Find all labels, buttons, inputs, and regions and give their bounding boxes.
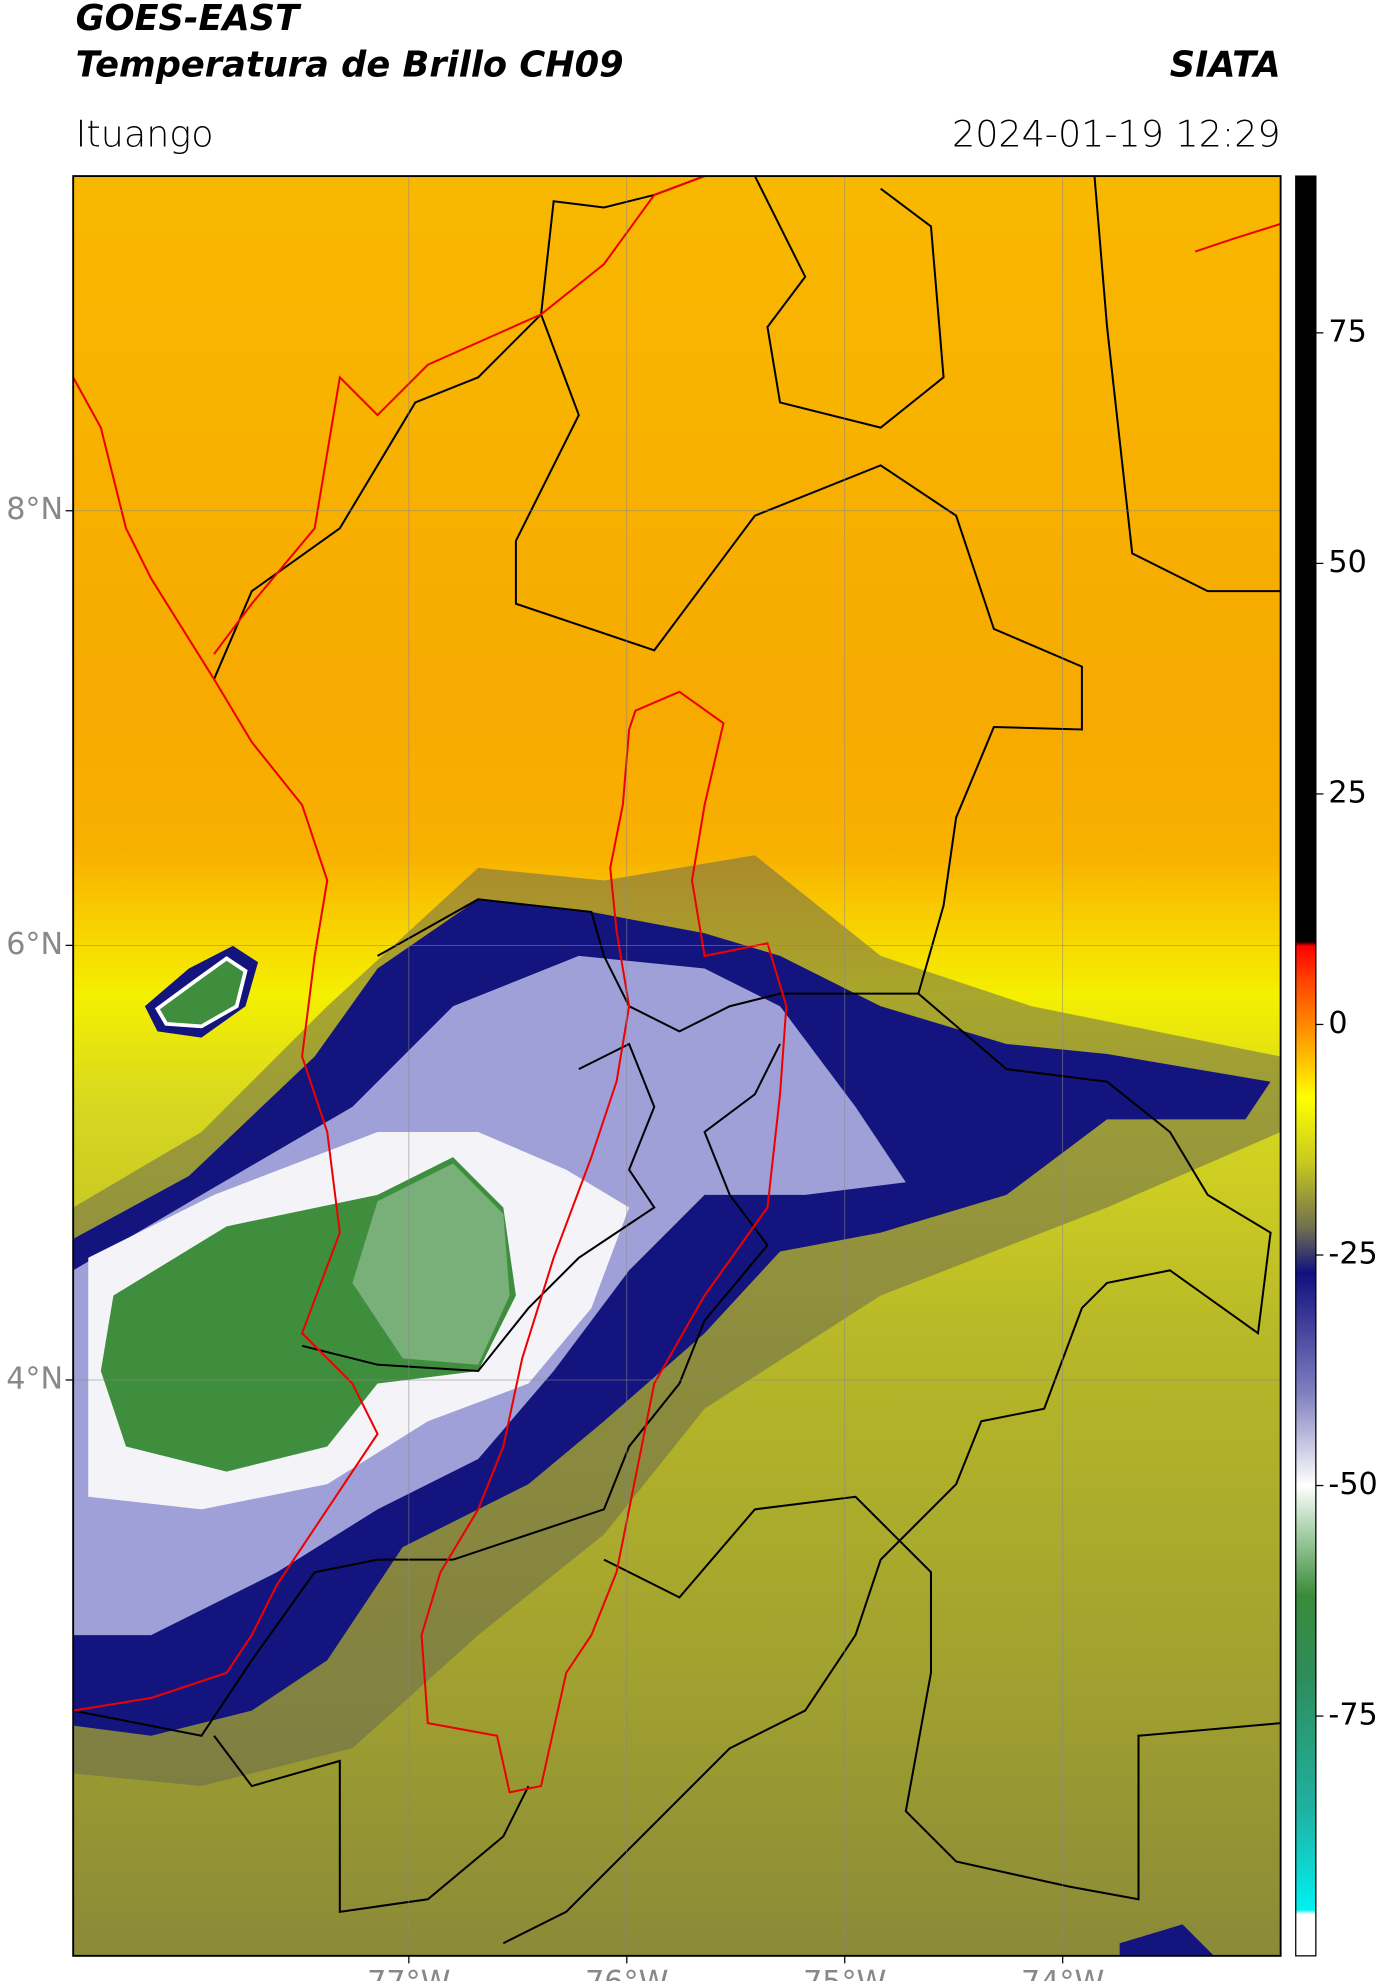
colorbar-label: -50: [1328, 1467, 1377, 1502]
map-grid: [73, 176, 1281, 1956]
cloud-blob-se: [1119, 1924, 1214, 1956]
colorbar-label: 50: [1328, 545, 1366, 580]
datetime: 2024-01-19 12:29: [952, 112, 1281, 155]
map-frame: [72, 175, 1282, 1957]
colorbar-label: -25: [1328, 1237, 1377, 1272]
colorbar-label: 75: [1328, 314, 1366, 349]
title: GOES-EAST: [76, 0, 302, 39]
source: SIATA: [1170, 45, 1281, 86]
location: Ituango: [76, 112, 214, 155]
lon-label: 75°W: [803, 1965, 886, 1981]
lon-label: 74°W: [1021, 1965, 1104, 1981]
lon-label: 77°W: [367, 1965, 450, 1981]
island-green: [154, 956, 248, 1029]
red-boundaries: [73, 176, 1281, 1794]
lat-label: 8°N: [6, 492, 63, 527]
lat-label: 6°N: [6, 927, 63, 962]
colorbar-label: 25: [1328, 775, 1366, 810]
colorbar-label: -75: [1328, 1698, 1377, 1733]
colorbar: [1295, 175, 1317, 1957]
map-field: [73, 176, 1281, 1956]
cloud-green-light: [352, 1163, 510, 1365]
colorbar-label: 0: [1328, 1006, 1347, 1041]
subtitle: Temperatura de Brillo CH09: [76, 45, 624, 86]
lon-label: 76°W: [585, 1965, 668, 1981]
lat-label: 4°N: [6, 1361, 63, 1396]
